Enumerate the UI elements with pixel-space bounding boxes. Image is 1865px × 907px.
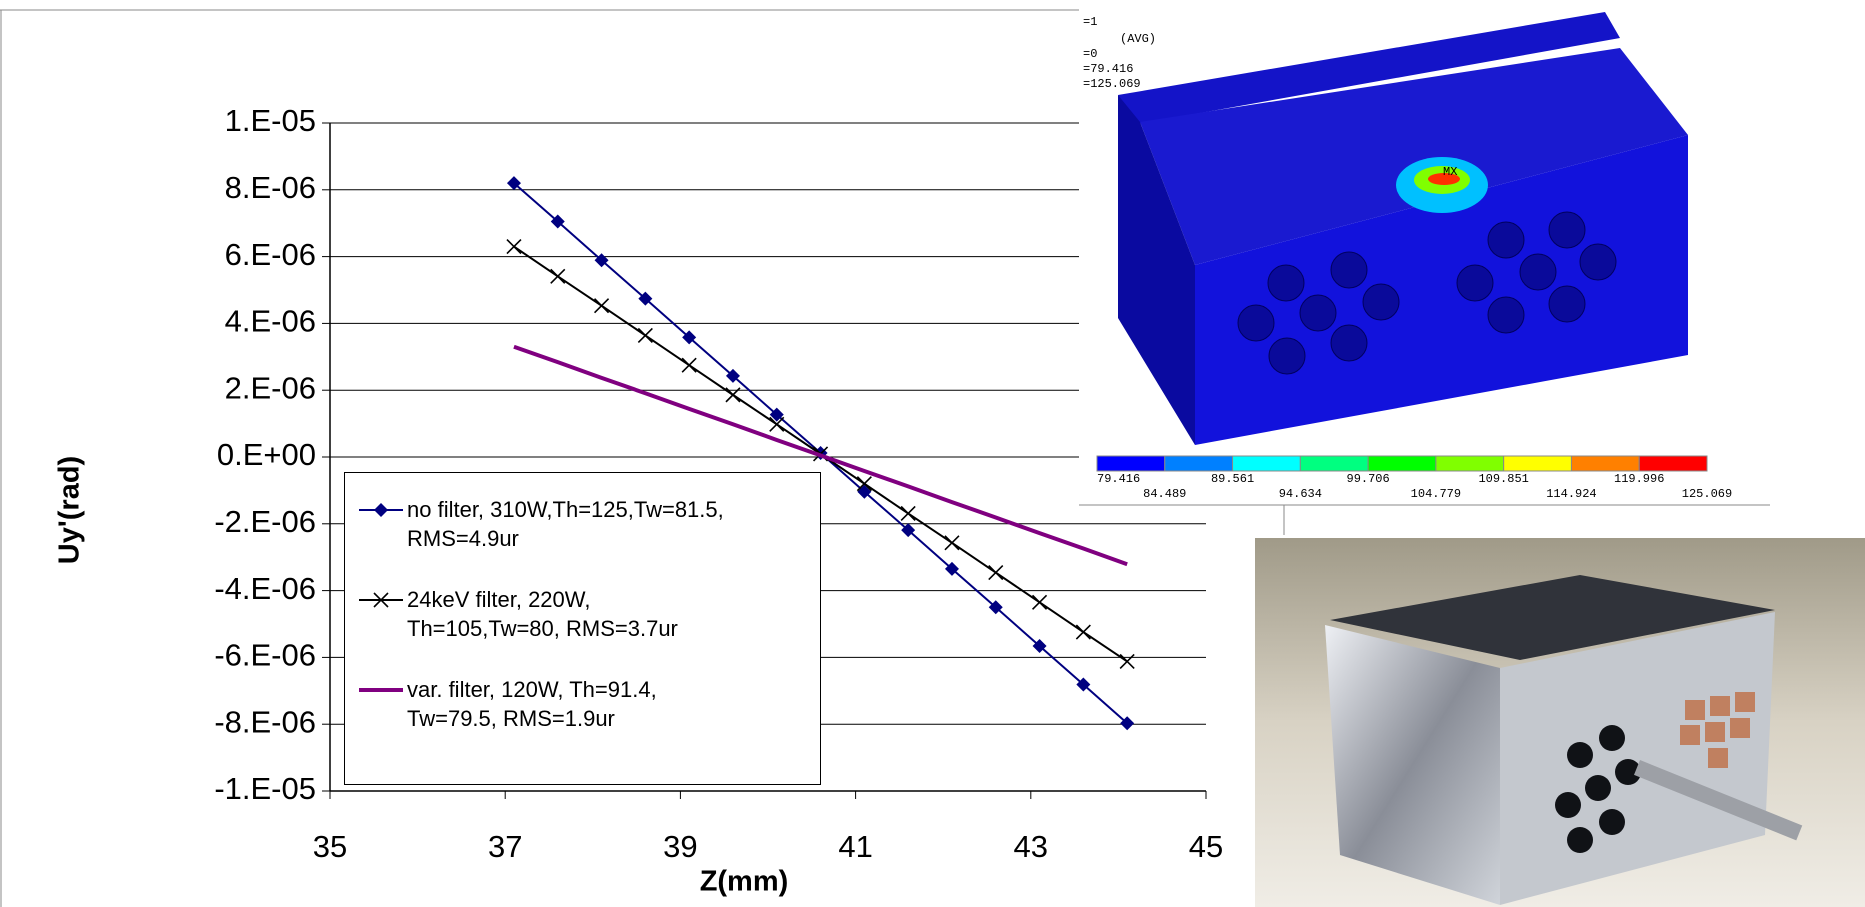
y-tick-label: 6.E-06 — [225, 237, 316, 272]
y-axis-title: Uy'(rad) — [54, 456, 86, 564]
legend-swatch — [359, 592, 403, 608]
marker — [1075, 624, 1091, 640]
x-tick-label: 43 — [1014, 829, 1048, 864]
marker — [769, 407, 784, 422]
marker — [1031, 594, 1048, 610]
legend-swatch — [359, 503, 403, 517]
y-tick-label: 0.E+00 — [217, 437, 316, 472]
marker — [1076, 677, 1091, 692]
y-tick-label: -2.E-06 — [214, 504, 316, 539]
marker — [988, 600, 1003, 615]
legend-entry: no filter, 310W,Th=125,Tw=81.5, RMS=4.9u… — [357, 495, 724, 553]
marker — [638, 291, 653, 306]
y-tick-label: -8.E-06 — [214, 704, 316, 739]
marker — [594, 253, 609, 268]
y-tick-label: 8.E-06 — [225, 170, 316, 205]
y-tick-label: -4.E-06 — [214, 571, 316, 606]
series-line — [513, 344, 1128, 567]
marker — [374, 503, 388, 517]
legend-label: 24keV filter, 220W, Th=105,Tw=80, RMS=3.… — [407, 587, 678, 641]
legend-swatch — [359, 688, 403, 692]
marker — [901, 523, 916, 538]
marker — [944, 535, 960, 551]
marker — [988, 564, 1004, 581]
y-tick-label: -6.E-06 — [214, 638, 316, 673]
y-tick-label: 1.E-05 — [225, 103, 316, 138]
x-tick-label: 39 — [663, 829, 697, 864]
legend-label: no filter, 310W,Th=125,Tw=81.5, RMS=4.9u… — [407, 497, 724, 551]
y-tick-label: 4.E-06 — [225, 304, 316, 339]
marker — [550, 268, 566, 284]
marker — [1120, 716, 1135, 731]
marker — [1119, 653, 1135, 669]
marker — [725, 387, 741, 403]
marker — [682, 330, 697, 345]
marker — [506, 239, 522, 255]
x-tick-label: 45 — [1189, 829, 1223, 864]
y-tick-label: 2.E-06 — [225, 370, 316, 405]
marker — [681, 357, 697, 373]
marker — [550, 214, 565, 229]
x-axis-title: Z(mm) — [700, 866, 789, 898]
marker — [769, 416, 785, 432]
marker — [725, 368, 740, 383]
marker — [900, 505, 916, 522]
marker — [637, 327, 653, 343]
marker — [944, 561, 959, 576]
legend-label: var. filter, 120W, Th=91.4, Tw=79.5, RMS… — [407, 677, 657, 731]
marker — [856, 476, 872, 492]
x-tick-label: 35 — [313, 829, 347, 864]
marker — [593, 298, 610, 314]
legend-entry: 24keV filter, 220W, Th=105,Tw=80, RMS=3.… — [357, 585, 678, 643]
marker — [373, 592, 389, 608]
y-tick-label: -1.E-05 — [214, 771, 316, 806]
legend-entry: var. filter, 120W, Th=91.4, Tw=79.5, RMS… — [357, 675, 657, 733]
marker — [506, 176, 521, 191]
x-tick-label: 41 — [838, 829, 872, 864]
marker — [1032, 639, 1047, 654]
x-tick-label: 37 — [488, 829, 522, 864]
legend: no filter, 310W,Th=125,Tw=81.5, RMS=4.9u… — [344, 472, 821, 785]
